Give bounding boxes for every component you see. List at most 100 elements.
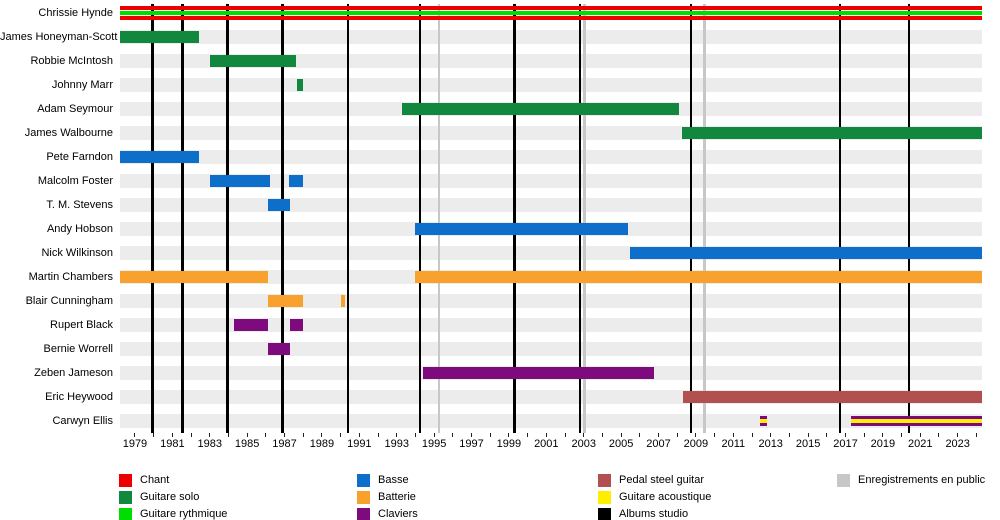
legend-label: Guitare rythmique	[140, 508, 228, 520]
timeline-bar-malcolm-foster	[209, 175, 270, 187]
axis-year-label: 2003	[571, 438, 596, 450]
timeline-bar-chrissie-hynde	[120, 5, 982, 21]
live-recording-line	[703, 4, 706, 433]
legend-swatch-pedal-steel-guitar	[598, 473, 611, 487]
bar-stripe-chant	[120, 16, 982, 21]
row-band-bernie-worrell	[120, 342, 982, 356]
axis-tick	[658, 433, 660, 437]
legend-swatch-basse	[357, 473, 370, 487]
axis-tick	[975, 433, 977, 437]
legend-swatch-enregistrements-en-public	[837, 473, 850, 487]
bar-stripe-claviers	[234, 319, 268, 331]
bar-stripe-guitare_solo	[402, 103, 680, 115]
axis-year-label: 2009	[683, 438, 709, 450]
member-label-zeben-jameson: Zeben Jameson	[34, 367, 113, 379]
axis-tick	[545, 433, 547, 437]
timeline-bar-carwyn-ellis	[851, 416, 982, 426]
axis-tick	[134, 433, 136, 437]
axis-tick	[564, 433, 566, 437]
axis-year-label: 2011	[721, 438, 746, 450]
studio-album-line	[226, 4, 229, 433]
timeline-bar-rupert-black	[234, 319, 268, 331]
bar-stripe-basse	[120, 151, 200, 163]
axis-tick	[246, 433, 248, 437]
axis-year-label: 1979	[122, 438, 148, 450]
bar-stripe-guitare_solo	[681, 127, 982, 139]
studio-album-line	[346, 4, 350, 433]
member-label-adam-seymour: Adam Seymour	[37, 103, 113, 115]
studio-album-line	[578, 4, 582, 433]
timeline-bar-blair-cunningham	[267, 295, 304, 307]
studio-album-line	[181, 4, 184, 433]
bar-stripe-basse	[415, 223, 628, 235]
axis-tick	[471, 433, 473, 437]
member-label-johnny-marr: Johnny Marr	[51, 79, 113, 91]
studio-album-line	[513, 4, 516, 433]
legend-swatch-chant	[119, 473, 132, 487]
bar-stripe-basse	[629, 247, 982, 259]
bar-stripe-guitare_solo	[209, 55, 296, 67]
member-label-t-m-stevens: T. M. Stevens	[46, 199, 113, 211]
axis-year-label: 1987	[272, 438, 297, 450]
axis-tick	[527, 433, 529, 437]
studio-album-line	[907, 4, 911, 433]
legend-label: Claviers	[378, 508, 418, 520]
bar-stripe-chant	[120, 5, 982, 10]
legend-item-enregistrements-en-public: Enregistrements en public	[837, 473, 985, 487]
axis-tick	[676, 433, 678, 437]
axis-year-label: 2001	[534, 438, 559, 450]
legend-label: Albums studio	[619, 508, 689, 520]
legend-item-albums-studio: Albums studio	[598, 507, 688, 520]
row-band-rupert-black	[120, 318, 982, 332]
member-label-james-honeyman-scott: James Honeyman-Scott	[0, 31, 118, 43]
studio-album-line	[689, 4, 693, 433]
axis-year-label: 2007	[646, 438, 671, 450]
timeline-bar-bernie-worrell	[267, 343, 291, 355]
legend-item-batterie: Batterie	[357, 490, 416, 504]
axis-tick	[751, 433, 753, 437]
legend-swatch-albums-studio	[598, 507, 611, 520]
axis-tick	[433, 433, 435, 437]
axis-year-label: 1983	[197, 438, 222, 450]
bar-stripe-batterie	[340, 295, 346, 307]
studio-album-line	[281, 4, 284, 433]
timeline-bar-martin-chambers	[120, 271, 268, 283]
member-label-rupert-black: Rupert Black	[50, 319, 113, 331]
timeline-bar-pete-farndon	[120, 151, 200, 163]
bar-stripe-basse	[267, 199, 291, 211]
axis-year-label: 2021	[908, 438, 933, 450]
axis-tick	[508, 433, 510, 437]
axis-year-label: 2023	[945, 438, 970, 450]
axis-tick	[620, 433, 622, 437]
legend-swatch-guitare-rythmique	[119, 507, 132, 520]
member-label-robbie-mcintosh: Robbie McIntosh	[30, 55, 113, 67]
axis-tick	[714, 433, 716, 437]
axis-tick	[452, 433, 454, 437]
axis-year-label: 2019	[870, 438, 896, 450]
axis-year-label: 1991	[347, 438, 372, 450]
legend-label: Enregistrements en public	[858, 474, 986, 486]
axis-tick	[770, 433, 772, 437]
timeline-bar-t-m-stevens	[267, 199, 291, 211]
bar-stripe-claviers	[267, 343, 291, 355]
timeline-bar-adam-seymour	[402, 103, 680, 115]
timeline-bar-andy-hobson	[415, 223, 628, 235]
bar-stripe-guitare_rythmique	[120, 10, 982, 16]
legend-item-guitare-solo: Guitare solo	[119, 490, 199, 504]
axis-tick	[153, 433, 155, 437]
axis-tick	[732, 433, 734, 437]
axis-tick	[321, 433, 323, 437]
axis-tick	[489, 433, 491, 437]
bar-stripe-pedal_steel	[682, 391, 982, 403]
legend-item-chant: Chant	[119, 473, 169, 487]
axis-tick	[807, 433, 809, 437]
member-label-nick-wilkinson: Nick Wilkinson	[41, 247, 113, 259]
bar-stripe-basse	[209, 175, 270, 187]
axis-year-label: 2017	[833, 438, 858, 450]
bar-stripe-claviers	[422, 367, 654, 379]
axis-year-label: 1995	[421, 438, 447, 450]
member-label-eric-heywood: Eric Heywood	[45, 391, 113, 403]
member-label-blair-cunningham: Blair Cunningham	[25, 295, 113, 307]
legend-item-basse: Basse	[357, 473, 409, 487]
